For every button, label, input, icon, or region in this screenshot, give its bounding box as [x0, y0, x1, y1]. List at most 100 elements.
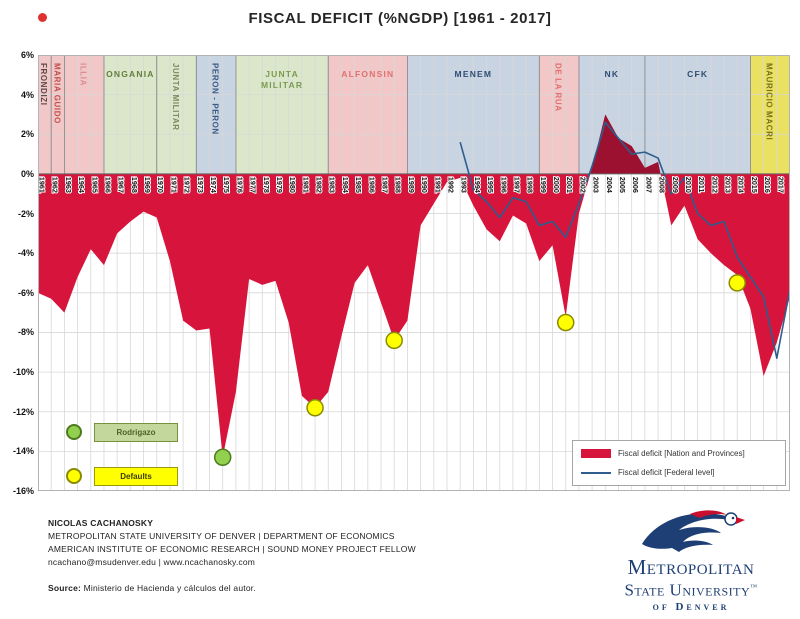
year-label: 1991 — [433, 177, 442, 193]
rodrigazo-marker-sample — [66, 424, 82, 440]
y-axis-label: -8% — [17, 327, 34, 338]
year-label: 1983 — [328, 177, 337, 193]
year-label: 1990 — [420, 177, 429, 193]
marker-defaults — [556, 313, 575, 332]
logo-tm: ™ — [750, 583, 758, 591]
year-label: 1965 — [90, 177, 99, 193]
year-label: 1973 — [196, 177, 205, 193]
year-label: 1971 — [169, 177, 178, 193]
eagle-icon — [642, 510, 745, 552]
footer-affiliation-1: METROPOLITAN STATE UNIVERSITY OF DENVER … — [48, 531, 395, 541]
legend-item-federal: Fiscal deficit [Federal level] — [581, 468, 777, 477]
presidential-band-mauricio-macri — [750, 55, 790, 174]
y-axis-label: -6% — [17, 287, 34, 298]
year-label: 1993 — [460, 177, 469, 193]
logo-line-of-denver: of Denver — [652, 600, 730, 613]
band-label: MAURICIO MACRI — [765, 63, 774, 140]
legend-label-federal: Fiscal deficit [Federal level] — [618, 468, 715, 477]
y-axis-label: -12% — [12, 406, 34, 417]
year-label: 1964 — [77, 177, 86, 193]
year-label: 1996 — [499, 177, 508, 193]
marker-defaults — [728, 274, 746, 292]
year-label: 2007 — [644, 177, 653, 193]
year-label: 2017 — [776, 177, 785, 193]
y-axis-label: 2% — [20, 129, 34, 140]
year-label: 2005 — [618, 177, 627, 193]
year-label: 1997 — [512, 177, 521, 193]
legend-swatch-area — [581, 449, 611, 458]
year-label: 1966 — [103, 177, 112, 193]
year-label: 1962 — [51, 177, 60, 193]
year-label: 1984 — [341, 177, 350, 193]
band-label: MARIA GUIDO — [52, 63, 61, 124]
band-label: JUNTA MILITAR — [171, 63, 180, 131]
msu-denver-logo: Metropolitan State University™ of Denver — [596, 506, 786, 614]
footer-author: NICOLAS CACHANOSKY — [48, 518, 154, 528]
band-label: PERON - PERON — [211, 63, 220, 135]
year-label: 1968 — [130, 177, 139, 193]
year-label: 2016 — [763, 177, 772, 193]
presidential-band-junta-militar — [235, 55, 329, 174]
footer: NICOLAS CACHANOSKY METROPOLITAN STATE UN… — [48, 517, 416, 595]
year-label: 1978 — [262, 177, 271, 193]
fiscal-deficit-chart: 1961 1962 1963 1964 1965 1966 1967 1968 1969 1970… — [38, 55, 790, 491]
year-label: 1999 — [539, 177, 548, 193]
deficit-area-nation-provinces — [38, 114, 790, 458]
year-label: 1989 — [407, 177, 416, 193]
year-label: 1977 — [249, 177, 258, 193]
plot-area: 1961 1962 1963 1964 1965 1966 1967 1968 1969 1970… — [38, 55, 790, 491]
defaults-label-box: Defaults — [94, 467, 178, 486]
year-label: 1985 — [354, 177, 363, 193]
year-label: 1961 — [38, 177, 47, 193]
footer-source-text: Ministerio de Hacienda y cálculos del au… — [83, 583, 256, 593]
y-axis-label: -16% — [12, 486, 34, 496]
red-marker-icon — [38, 13, 47, 22]
band-label: NK — [605, 69, 620, 79]
year-label: 1994 — [473, 177, 482, 193]
year-label: 2013 — [724, 177, 733, 193]
year-label: 2000 — [552, 177, 561, 193]
presidential-band-peron-peron — [196, 55, 236, 174]
y-axis-label: -2% — [17, 208, 34, 219]
year-label: 2015 — [750, 177, 759, 193]
year-label: 1972 — [183, 177, 192, 193]
year-label: 1981 — [301, 177, 310, 193]
presidential-band-illia — [64, 55, 104, 174]
marker-defaults — [306, 399, 324, 417]
y-axis-label: 4% — [20, 89, 34, 100]
year-label: 1974 — [209, 177, 218, 193]
footer-affiliation-2: AMERICAN INSTITUTE OF ECONOMIC RESEARCH … — [48, 544, 416, 554]
defaults-label: Defaults — [120, 472, 152, 481]
year-label: 2012 — [710, 177, 719, 193]
chart-title: FISCAL DEFICIT (%NGDP) [1961 - 2017] — [248, 10, 552, 27]
presidential-band-junta-militar — [156, 55, 197, 174]
band-label: ILLIA — [79, 63, 88, 86]
band-label: JUNTA MILITAR — [261, 69, 303, 90]
y-axis-label: -10% — [12, 367, 34, 378]
year-label: 1980 — [288, 177, 297, 193]
chart-legend: Fiscal deficit [Nation and Provinces] Fi… — [572, 440, 786, 486]
year-label: 2009 — [671, 177, 680, 193]
legend-swatch-line — [581, 471, 611, 474]
y-axis-label: 6% — [20, 50, 34, 60]
legend-label-nation-provinces: Fiscal deficit [Nation and Provinces] — [618, 449, 745, 458]
marker-defaults — [385, 331, 403, 350]
band-label: FRONDIZI — [39, 63, 48, 106]
footer-source: Source: Ministerio de Hacienda y cálculo… — [48, 582, 416, 595]
year-label: 2008 — [658, 177, 667, 193]
year-label: 1987 — [381, 177, 390, 193]
year-label: 2001 — [565, 177, 574, 193]
presidential-band-maria-guido — [51, 55, 65, 174]
y-axis-label: 0% — [20, 168, 34, 179]
year-label: 1995 — [486, 177, 495, 193]
logo-line-state-university: State University™ — [624, 578, 757, 600]
year-label: 1969 — [143, 177, 152, 193]
band-label: MENEM — [455, 69, 493, 79]
year-label: 1988 — [394, 177, 403, 193]
year-label: 2004 — [605, 177, 614, 193]
year-label: 2011 — [697, 177, 706, 193]
plot-border — [38, 55, 790, 491]
deficit-area-surplus-part — [38, 114, 790, 174]
presidential-band-frondizi — [38, 55, 52, 174]
